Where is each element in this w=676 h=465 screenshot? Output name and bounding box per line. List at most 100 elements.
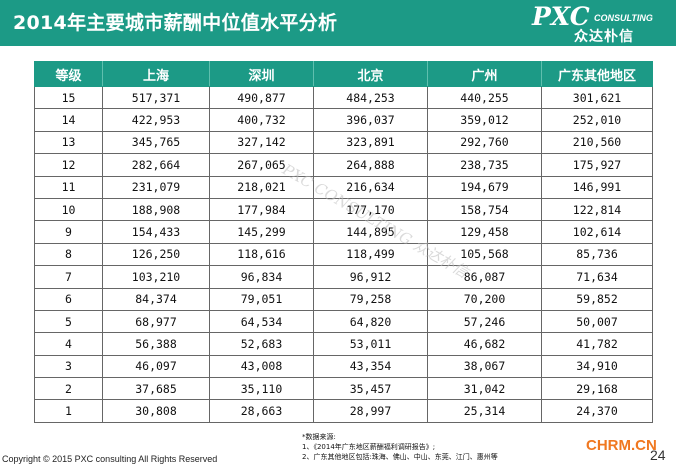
source-line-2: 2、广东其他地区包括:珠海、佛山、中山、东莞、江门、惠州等 — [302, 453, 498, 461]
grade-cell: 15 — [34, 85, 103, 110]
table-row: 13 345,765 327,142 323,891 292,760 210,560 — [34, 130, 653, 155]
salary-cell: 35,110 — [209, 377, 314, 401]
salary-cell: 177,984 — [209, 197, 314, 222]
salary-cell: 59,852 — [541, 287, 653, 311]
grade-cell: 8 — [34, 242, 103, 267]
salary-cell: 188,908 — [102, 197, 210, 222]
column-header: 深圳 — [209, 61, 314, 87]
salary-cell: 96,912 — [313, 265, 428, 289]
page-title: 2014年主要城市薪酬中位值水平分析 — [13, 12, 338, 34]
title-banner: 2014年主要城市薪酬中位值水平分析 PXC CONSULTING 众达朴信 — [0, 0, 676, 46]
company-logo: PXC CONSULTING 众达朴信 — [532, 2, 672, 45]
salary-cell: 46,682 — [427, 332, 542, 356]
table-row: 9 154,433 145,299 144,895 129,458 102,614 — [34, 220, 653, 244]
salary-cell: 53,011 — [313, 332, 428, 356]
salary-cell: 517,371 — [102, 85, 210, 110]
logo-main-text: PXC — [532, 2, 590, 31]
table-row: 11 231,079 218,021 216,634 194,679 146,991 — [34, 175, 653, 199]
salary-cell: 29,168 — [541, 377, 653, 401]
salary-cell: 25,314 — [427, 399, 542, 423]
salary-cell: 292,760 — [427, 130, 542, 155]
salary-cell: 41,782 — [541, 332, 653, 356]
table-row: 12 282,664 267,065 264,888 238,735 175,927 — [34, 153, 653, 177]
salary-cell: 34,910 — [541, 354, 653, 379]
grade-cell: 11 — [34, 175, 103, 199]
salary-cell: 422,953 — [102, 108, 210, 132]
salary-cell: 122,814 — [541, 197, 653, 222]
table-row: 5 68,977 64,534 64,820 57,246 50,007 — [34, 309, 653, 334]
table-row: 14 422,953 400,732 396,037 359,012 252,010 — [34, 108, 653, 132]
salary-cell: 129,458 — [427, 220, 542, 244]
salary-cell: 400,732 — [209, 108, 314, 132]
salary-cell: 86,087 — [427, 265, 542, 289]
logo-sub-text: CONSULTING — [594, 13, 653, 23]
page-number: 24 — [650, 447, 666, 463]
salary-cell: 28,997 — [313, 399, 428, 423]
salary-cell: 345,765 — [102, 130, 210, 155]
salary-cell: 68,977 — [102, 309, 210, 334]
source-line-1: 1、《2014年广东地区薪酬福利调研报告》; — [302, 443, 436, 451]
salary-cell: 154,433 — [102, 220, 210, 244]
grade-cell: 12 — [34, 153, 103, 177]
grade-cell: 5 — [34, 309, 103, 334]
salary-cell: 38,067 — [427, 354, 542, 379]
salary-cell: 194,679 — [427, 175, 542, 199]
salary-cell: 57,246 — [427, 309, 542, 334]
grade-cell: 7 — [34, 265, 103, 289]
salary-cell: 327,142 — [209, 130, 314, 155]
grade-cell: 2 — [34, 377, 103, 401]
salary-cell: 118,616 — [209, 242, 314, 267]
salary-cell: 440,255 — [427, 85, 542, 110]
salary-cell: 396,037 — [313, 108, 428, 132]
salary-cell: 84,374 — [102, 287, 210, 311]
table-header-row: 等级 上海 深圳 北京 广州 广东其他地区 — [34, 61, 653, 87]
salary-cell: 323,891 — [313, 130, 428, 155]
salary-cell: 96,834 — [209, 265, 314, 289]
salary-cell: 79,051 — [209, 287, 314, 311]
salary-cell: 31,042 — [427, 377, 542, 401]
grade-cell: 10 — [34, 197, 103, 222]
salary-cell: 175,927 — [541, 153, 653, 177]
table-row: 4 56,388 52,683 53,011 46,682 41,782 — [34, 332, 653, 356]
salary-cell: 52,683 — [209, 332, 314, 356]
salary-cell: 126,250 — [102, 242, 210, 267]
table-row: 1 30,808 28,663 28,997 25,314 24,370 — [34, 399, 653, 423]
column-header: 北京 — [313, 61, 428, 87]
salary-cell: 105,568 — [427, 242, 542, 267]
table-row: 8 126,250 118,616 118,499 105,568 85,736 — [34, 242, 653, 267]
column-header: 广东其他地区 — [541, 61, 653, 87]
salary-cell: 484,253 — [313, 85, 428, 110]
copyright-text: Copyright © 2015 PXC consulting All Righ… — [2, 454, 218, 464]
salary-cell: 24,370 — [541, 399, 653, 423]
salary-cell: 102,614 — [541, 220, 653, 244]
table-row: 3 46,097 43,008 43,354 38,067 34,910 — [34, 354, 653, 379]
salary-cell: 103,210 — [102, 265, 210, 289]
table-row: 6 84,374 79,051 79,258 70,200 59,852 — [34, 287, 653, 311]
grade-cell: 13 — [34, 130, 103, 155]
salary-cell: 238,735 — [427, 153, 542, 177]
salary-cell: 56,388 — [102, 332, 210, 356]
salary-cell: 43,008 — [209, 354, 314, 379]
table-body: 15 517,371 490,877 484,253 440,255 301,621 14 4… — [34, 85, 653, 423]
salary-cell: 145,299 — [209, 220, 314, 244]
salary-cell: 28,663 — [209, 399, 314, 423]
column-header: 等级 — [34, 61, 103, 87]
salary-cell: 64,820 — [313, 309, 428, 334]
grade-cell: 4 — [34, 332, 103, 356]
salary-cell: 146,991 — [541, 175, 653, 199]
grade-cell: 1 — [34, 399, 103, 423]
salary-cell: 64,534 — [209, 309, 314, 334]
table-row: 2 37,685 35,110 35,457 31,042 29,168 — [34, 377, 653, 401]
salary-cell: 71,634 — [541, 265, 653, 289]
logo-chinese-text: 众达朴信 — [574, 29, 634, 45]
salary-cell: 79,258 — [313, 287, 428, 311]
salary-cell: 216,634 — [313, 175, 428, 199]
salary-cell: 231,079 — [102, 175, 210, 199]
table-row: 15 517,371 490,877 484,253 440,255 301,621 — [34, 85, 653, 110]
salary-cell: 359,012 — [427, 108, 542, 132]
site-watermark: CHRM.CN — [586, 437, 657, 454]
data-source-note: *数据来源: 1、《2014年广东地区薪酬福利调研报告》; 2、广东其他地区包括… — [302, 432, 498, 462]
salary-cell: 301,621 — [541, 85, 653, 110]
column-header: 上海 — [102, 61, 210, 87]
salary-cell: 118,499 — [313, 242, 428, 267]
